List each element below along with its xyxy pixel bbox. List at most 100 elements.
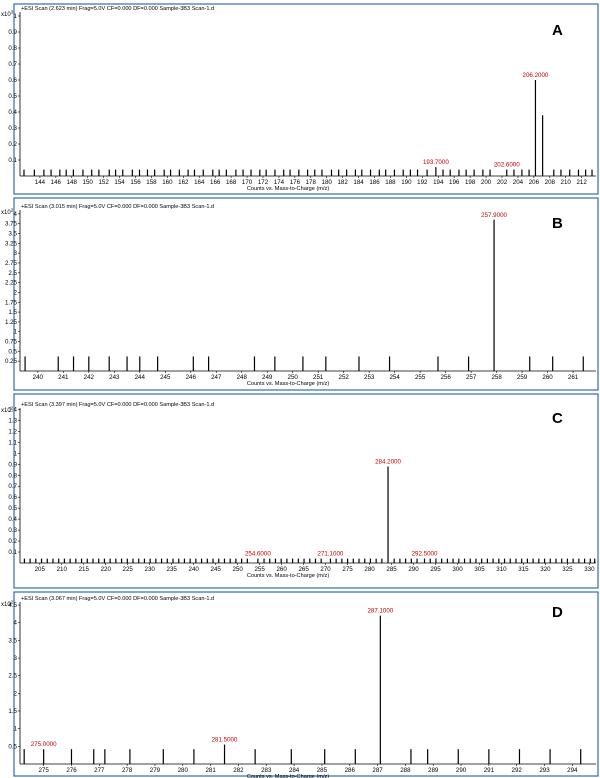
- scan-header: +ESI Scan (3.067 min) Frag=5.0V CF=0.000…: [21, 596, 214, 602]
- x-tick-label: 261: [568, 374, 579, 381]
- y-tick-label: 0.4: [8, 516, 17, 523]
- x-tick-label: 286: [345, 767, 356, 774]
- y-tick-label: 1: [14, 329, 18, 336]
- x-tick-label: 291: [484, 767, 495, 774]
- y-tick-label: 3.25: [5, 240, 18, 247]
- x-tick-label: 276: [66, 767, 77, 774]
- x-tick-label: 182: [337, 179, 348, 186]
- x-tick-label: 251: [313, 374, 324, 381]
- x-tick-label: 205: [35, 566, 46, 573]
- x-tick-label: 186: [369, 179, 380, 186]
- y-tick-label: 1.5: [8, 309, 17, 316]
- peak-label: 287.1000: [367, 608, 393, 615]
- x-tick-label: 293: [539, 767, 550, 774]
- x-tick-label: 210: [561, 179, 572, 186]
- y-tick-label: 3.75: [5, 221, 18, 228]
- x-tick-label: 196: [449, 179, 460, 186]
- y-tick-label: 0.5: [8, 348, 17, 355]
- x-tick-label: 212: [576, 179, 587, 186]
- panel-frame: [13, 591, 599, 777]
- x-tick-label: 243: [109, 374, 120, 381]
- x-tick-label: 287: [372, 767, 383, 774]
- x-tick-label: 156: [130, 179, 141, 186]
- x-tick-label: 162: [178, 179, 189, 186]
- y-exponent-label: x103: [1, 10, 14, 19]
- peak-label: 292.5000: [412, 551, 438, 558]
- y-tick-label: 1: [14, 450, 18, 457]
- y-tick-label: 0.5: [8, 505, 17, 512]
- x-tick-label: 280: [178, 767, 189, 774]
- x-tick-label: 250: [232, 566, 243, 573]
- y-tick-label: 1.4: [8, 406, 17, 413]
- peak-label: 284.2000: [375, 459, 401, 466]
- panel-letter: C: [552, 410, 563, 427]
- x-tick-label: 275: [342, 566, 353, 573]
- y-tick-label: 2.25: [5, 280, 18, 287]
- x-tick-label: 168: [226, 179, 237, 186]
- x-tick-label: 281: [205, 767, 216, 774]
- x-tick-label: 305: [474, 566, 485, 573]
- x-tick-label: 200: [481, 179, 492, 186]
- x-tick-label: 282: [233, 767, 244, 774]
- x-tick-label: 240: [33, 374, 44, 381]
- x-tick-label: 242: [84, 374, 95, 381]
- x-tick-label: 190: [401, 179, 412, 186]
- x-tick-label: 300: [452, 566, 463, 573]
- y-exponent-label: x102: [1, 600, 14, 609]
- y-tick-label: 0.3: [8, 125, 17, 132]
- x-tick-label: 160: [162, 179, 173, 186]
- x-tick-label: 152: [98, 179, 109, 186]
- y-tick-label: 0.8: [8, 472, 17, 479]
- x-axis-label: Counts vs. Mass-to-Charge (m/z): [247, 573, 330, 579]
- scan-header: +ESI Scan (2.623 min) Frag=5.0V CF=0.000…: [21, 6, 214, 12]
- x-tick-label: 235: [167, 566, 178, 573]
- x-axis-label: Counts vs. Mass-to-Charge (m/z): [247, 186, 330, 192]
- x-tick-label: 265: [298, 566, 309, 573]
- x-tick-label: 206: [529, 179, 540, 186]
- x-tick-label: 249: [262, 374, 273, 381]
- x-tick-label: 208: [545, 179, 556, 186]
- panel-letter: B: [552, 215, 563, 232]
- y-tick-label: 1.3: [8, 417, 17, 424]
- y-tick-label: 1.1: [8, 439, 17, 446]
- y-tick-label: 2.5: [8, 270, 17, 277]
- x-tick-label: 194: [433, 179, 444, 186]
- x-tick-label: 178: [306, 179, 317, 186]
- x-tick-label: 250: [288, 374, 299, 381]
- peak-label: 206.2000: [523, 72, 549, 79]
- x-tick-label: 294: [567, 767, 578, 774]
- panel-frame: [13, 393, 599, 589]
- x-axis-label: Counts vs. Mass-to-Charge (m/z): [247, 381, 330, 387]
- y-tick-label: 0.3: [8, 527, 17, 534]
- x-tick-label: 279: [150, 767, 161, 774]
- x-tick-label: 245: [211, 566, 222, 573]
- x-tick-label: 188: [385, 179, 396, 186]
- x-tick-label: 270: [320, 566, 331, 573]
- x-tick-label: 258: [491, 374, 502, 381]
- y-exponent-label: x102: [1, 208, 14, 217]
- x-tick-label: 210: [57, 566, 68, 573]
- y-tick-label: 2: [14, 690, 18, 697]
- y-tick-label: 2.5: [8, 673, 17, 680]
- y-tick-label: 3: [14, 250, 18, 257]
- x-tick-label: 240: [189, 566, 200, 573]
- y-tick-label: 3: [14, 655, 18, 662]
- x-tick-label: 148: [67, 179, 78, 186]
- spectrum-panel-a: +ESI Scan (2.623 min) Frag=5.0V CF=0.000…: [1, 3, 599, 195]
- x-tick-label: 164: [194, 179, 205, 186]
- y-tick-label: 0.6: [8, 494, 17, 501]
- x-tick-label: 150: [83, 179, 94, 186]
- y-tick-label: 0.1: [8, 549, 17, 556]
- y-tick-label: 4: [14, 620, 18, 627]
- panel-frame: [13, 197, 599, 391]
- x-tick-label: 158: [146, 179, 157, 186]
- x-tick-label: 285: [317, 767, 328, 774]
- x-tick-label: 320: [540, 566, 551, 573]
- peak-label: 275.0000: [31, 741, 57, 748]
- scan-header: +ESI Scan (3.397 min) Frag=5.0V CF=0.000…: [21, 402, 214, 408]
- x-tick-label: 285: [386, 566, 397, 573]
- x-tick-label: 198: [465, 179, 476, 186]
- x-tick-label: 204: [513, 179, 524, 186]
- x-tick-label: 220: [101, 566, 112, 573]
- x-tick-label: 252: [339, 374, 350, 381]
